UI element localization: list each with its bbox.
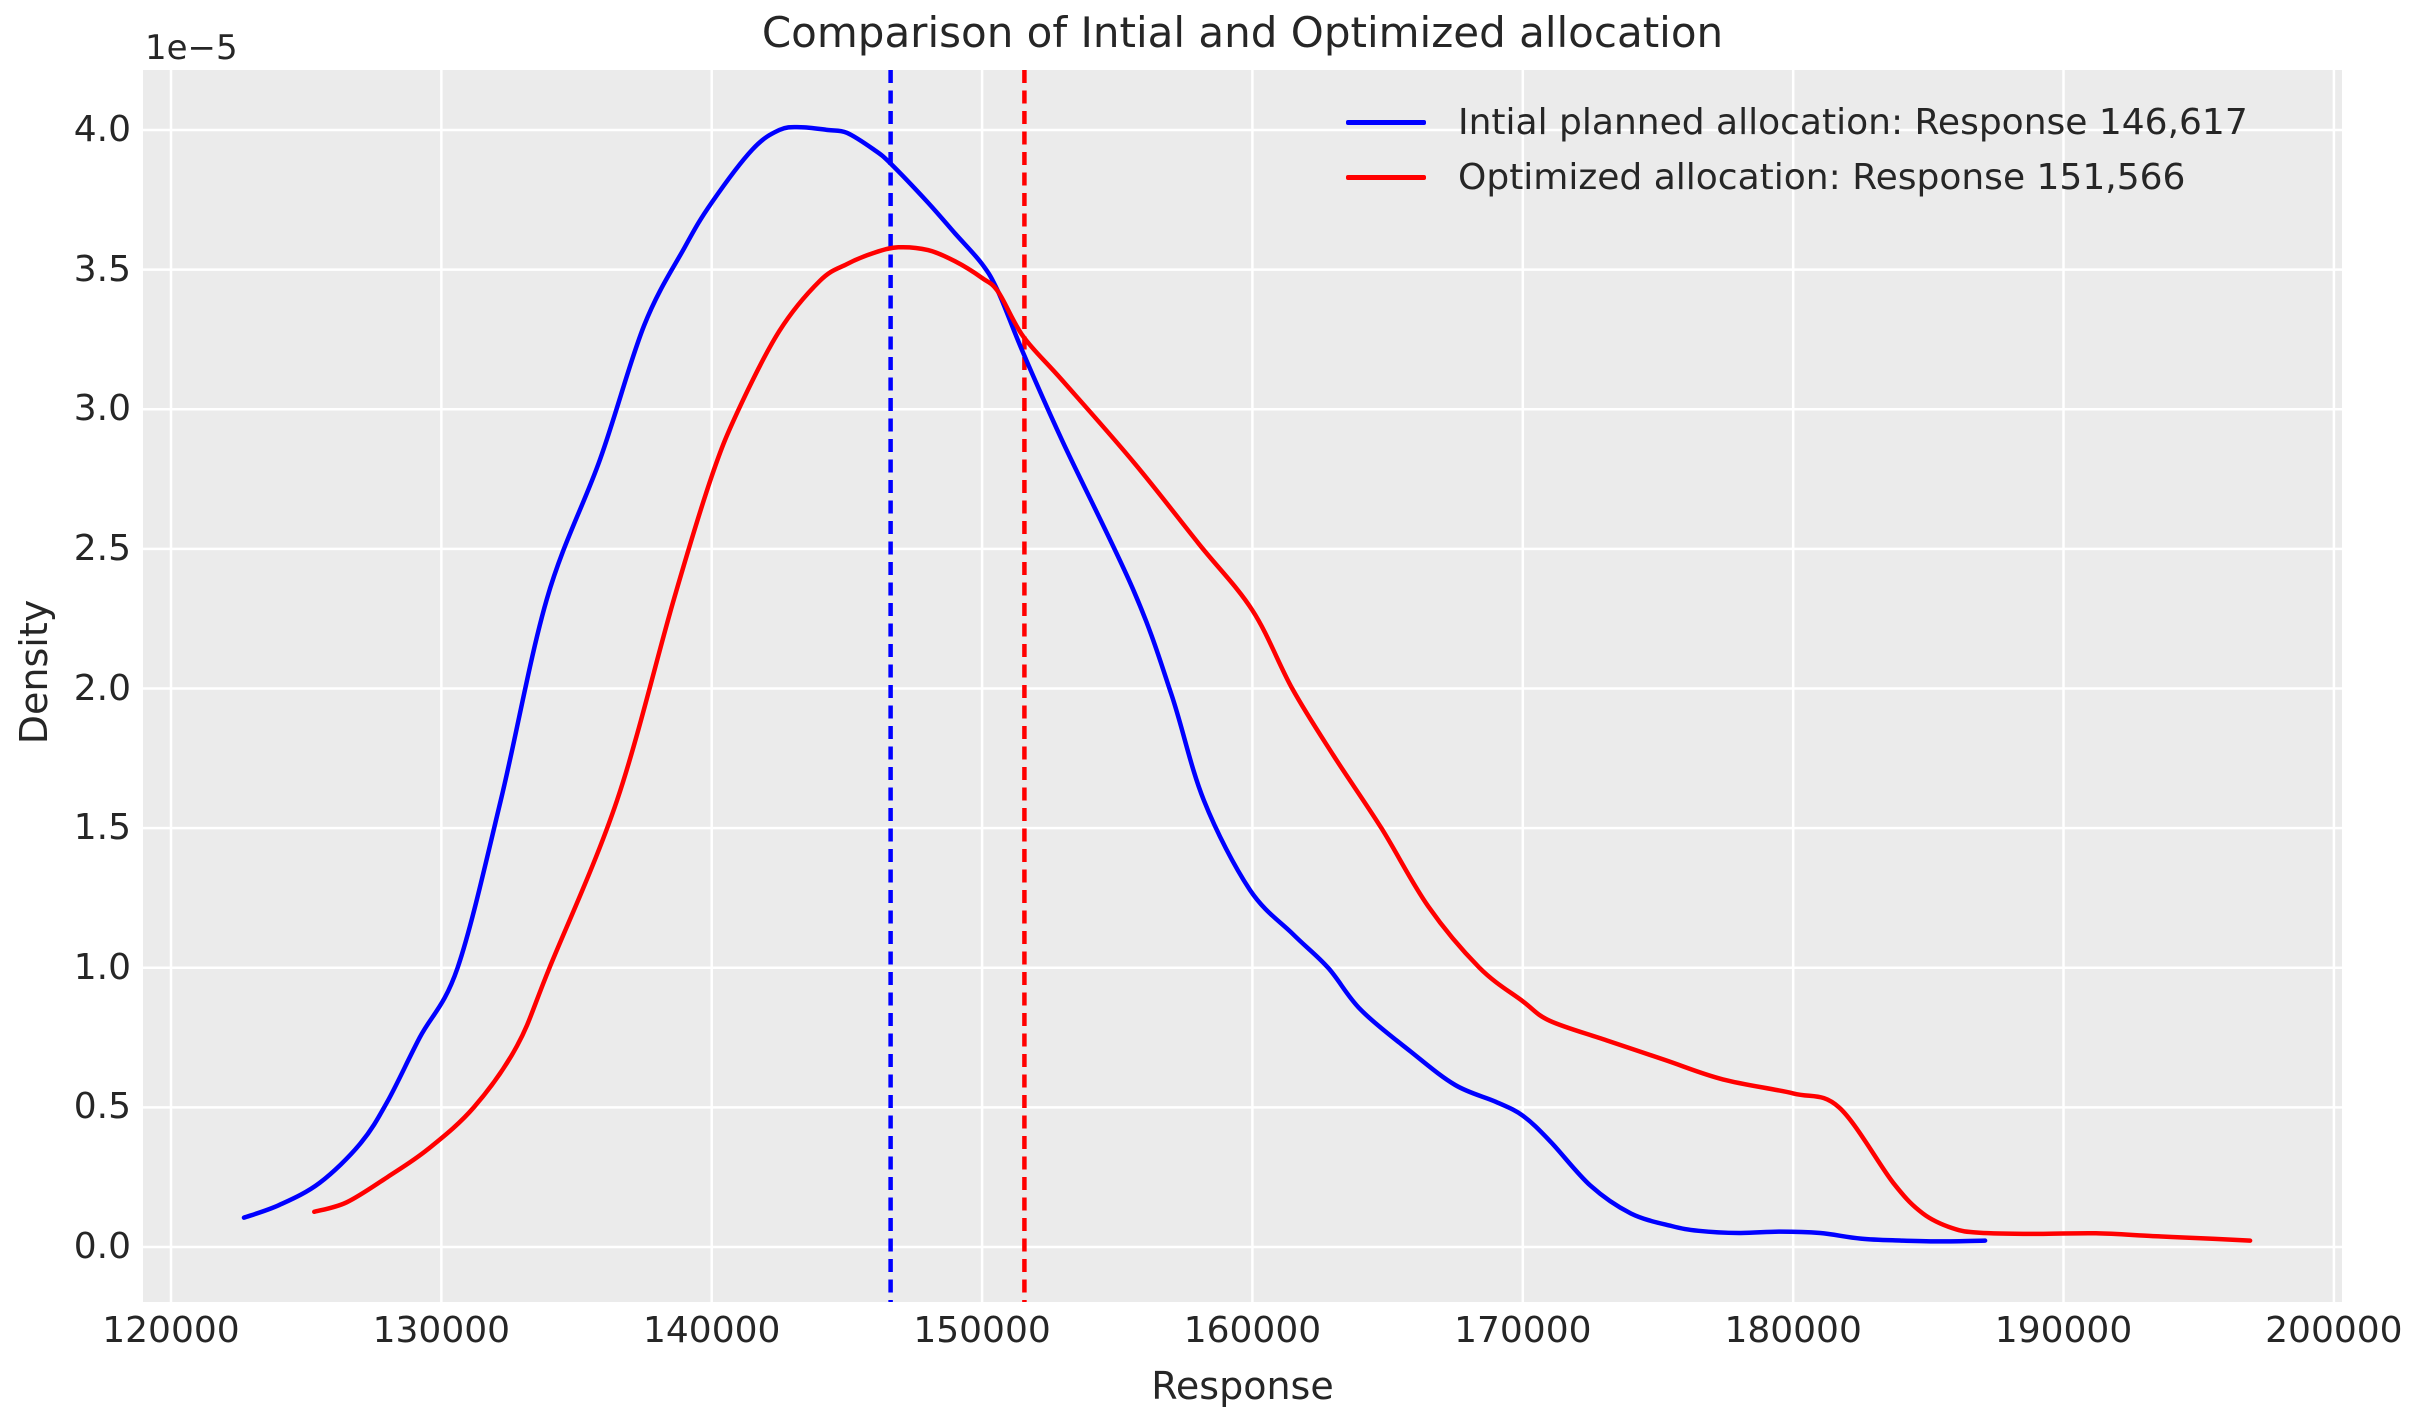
legend: Intial planned allocation: Response 146,… [1346,95,2248,205]
legend-item-label: Optimized allocation: Response 151,566 [1458,157,2186,198]
legend-line-swatch-initial [1346,120,1426,125]
x-tick-label: 200000 [2265,1310,2403,1351]
y-tick-label: 0.5 [73,1086,131,1128]
density-curve-optimized [312,244,2253,1243]
x-axis-label: Response [1151,1364,1334,1408]
y-tick-label: 0.0 [73,1225,131,1267]
y-tick-label: 4.0 [73,109,131,151]
density-curve-initial [241,124,1988,1244]
plot-background [143,70,2342,1302]
x-tick-label: 190000 [1994,1310,2133,1351]
x-tick-label: 180000 [1724,1310,1862,1351]
y-tick-label: 2.0 [73,667,131,709]
y-tick-label: 1.0 [73,946,131,988]
legend-item: Optimized allocation: Response 151,566 [1346,150,2248,205]
x-tick-label: 120000 [102,1310,240,1351]
x-tick-label: 160000 [1183,1310,1322,1351]
y-axis-offset-label: 1e−5 [145,28,238,68]
legend-line-swatch-optimized [1346,175,1426,180]
x-tick-label: 170000 [1454,1310,1592,1351]
x-tick-label: 130000 [372,1310,511,1351]
y-tick-label: 3.0 [73,388,131,430]
legend-item-label: Intial planned allocation: Response 146,… [1458,102,2248,143]
legend-item: Intial planned allocation: Response 146,… [1346,95,2248,150]
x-tick-label: 150000 [913,1310,1051,1351]
y-tick-label: 1.5 [73,807,131,849]
y-tick-label: 3.5 [73,248,131,290]
chart-title: Comparison of Intial and Optimized alloc… [761,8,1724,57]
y-tick-label: 2.5 [73,527,131,569]
x-tick-label: 140000 [642,1310,781,1351]
